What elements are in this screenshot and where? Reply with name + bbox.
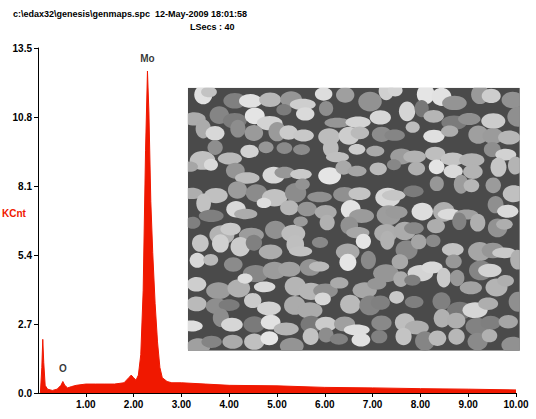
- svg-text:1.00: 1.00: [76, 399, 96, 410]
- svg-text:10.8: 10.8: [13, 112, 33, 123]
- svg-text:c:\edax32\genesis\genmaps.spc: c:\edax32\genesis\genmaps.spc 12-May-200…: [13, 9, 247, 19]
- svg-text:KCnt: KCnt: [2, 208, 27, 219]
- svg-text:O: O: [59, 363, 67, 374]
- svg-text:5.00: 5.00: [267, 399, 287, 410]
- svg-text:5.4: 5.4: [18, 250, 32, 261]
- svg-text:Mo: Mo: [140, 53, 154, 64]
- svg-text:6.00: 6.00: [315, 399, 335, 410]
- svg-text:2.7: 2.7: [18, 319, 32, 330]
- svg-text:9.00: 9.00: [458, 399, 478, 410]
- svg-text:3.00: 3.00: [172, 399, 192, 410]
- svg-text:8.1: 8.1: [18, 181, 32, 192]
- svg-text:LSecs : 40: LSecs : 40: [190, 22, 235, 32]
- svg-text:0.0: 0.0: [18, 388, 32, 399]
- svg-text:2.00: 2.00: [124, 399, 144, 410]
- svg-text:4.00: 4.00: [219, 399, 239, 410]
- svg-text:8.00: 8.00: [411, 399, 431, 410]
- svg-text:10.00: 10.00: [503, 399, 528, 410]
- svg-text:13.5: 13.5: [13, 43, 33, 54]
- svg-text:7.00: 7.00: [363, 399, 383, 410]
